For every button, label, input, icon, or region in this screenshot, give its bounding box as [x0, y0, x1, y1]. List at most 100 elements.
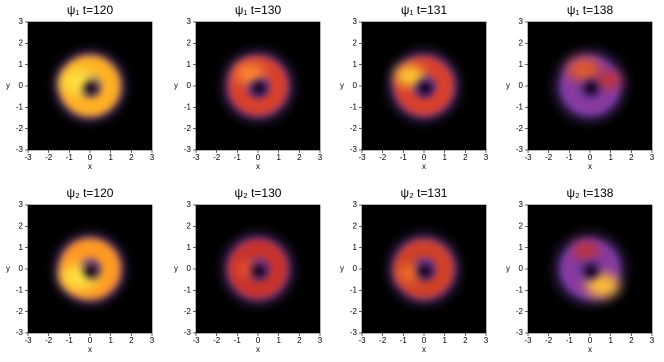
core	[417, 80, 433, 96]
heatmap-image	[196, 22, 320, 150]
y-tick-label: -1	[350, 102, 358, 111]
panel: -3 -2 -1 0 1 2 3 -3 -2 -1 0 1 2 3 x y ψ₂ t=120	[6, 186, 155, 354]
core	[83, 263, 99, 279]
x-tick-label: -2	[45, 153, 53, 162]
y-tick-label: -2	[184, 124, 192, 133]
hot-spot	[585, 273, 619, 298]
panel-title: ψ₂ t=131	[401, 186, 448, 200]
x-tick-label: 0	[88, 336, 93, 345]
x-tick-label: 2	[629, 336, 634, 345]
x-tick-label: 0	[256, 153, 261, 162]
x-tick-label: 3	[318, 336, 323, 345]
y-tick-label: -1	[184, 285, 192, 294]
y-tick-label: -2	[16, 124, 24, 133]
y-axis-label: y	[340, 264, 344, 273]
x-tick-label: 1	[442, 336, 447, 345]
y-tick-label: -3	[350, 145, 358, 154]
core	[583, 80, 599, 96]
x-tick-label: 1	[108, 153, 113, 162]
x-tick-label: 0	[256, 336, 261, 345]
x-tick-label: -1	[234, 153, 242, 162]
x-tick-label: -2	[379, 336, 387, 345]
x-tick-label: -2	[213, 336, 221, 345]
y-tick-label: -3	[516, 328, 524, 337]
panel-title: ψ₂ t=130	[235, 186, 282, 200]
y-axis-label: y	[174, 81, 178, 90]
x-tick-label: -3	[524, 336, 532, 345]
y-tick-label: -1	[16, 102, 24, 111]
x-tick-label: 1	[442, 153, 447, 162]
x-tick-label: 0	[588, 336, 593, 345]
core	[83, 80, 99, 96]
panel: -3 -2 -1 0 1 2 3 -3 -2 -1 0 1 2 3 x y ψ₁ t=130	[174, 3, 323, 171]
x-tick-label: 2	[463, 153, 468, 162]
heatmap-image	[362, 205, 486, 333]
y-tick-label: -1	[350, 285, 358, 294]
y-tick-label: 1	[19, 60, 24, 69]
y-axis-label: y	[340, 81, 344, 90]
panel-title: ψ₁ t=130	[235, 3, 282, 17]
x-tick-label: 1	[276, 153, 281, 162]
y-tick-label: 3	[187, 200, 192, 209]
y-tick-label: -3	[184, 328, 192, 337]
x-tick-label: -3	[358, 336, 366, 345]
x-tick-label: -1	[66, 336, 74, 345]
x-tick-label: 0	[88, 153, 93, 162]
x-tick-label: -3	[358, 153, 366, 162]
y-tick-label: 1	[353, 60, 358, 69]
x-tick-label: 1	[108, 336, 113, 345]
y-tick-label: 0	[187, 81, 192, 90]
x-tick-label: 0	[588, 153, 593, 162]
y-tick-label: 0	[519, 264, 524, 273]
panel: -3 -2 -1 0 1 2 3 -3 -2 -1 0 1 2 3 x y ψ₁ t=120	[6, 3, 155, 171]
y-tick-label: 1	[187, 243, 192, 252]
x-tick-label: -3	[524, 153, 532, 162]
y-axis-label: y	[174, 264, 178, 273]
y-tick-label: 1	[187, 60, 192, 69]
x-tick-label: -2	[45, 336, 53, 345]
panel-title: ψ₁ t=120	[67, 3, 114, 17]
x-axis-label: x	[588, 162, 592, 171]
x-tick-label: -3	[24, 336, 32, 345]
x-tick-label: 3	[318, 153, 323, 162]
y-tick-label: 3	[187, 17, 192, 26]
x-tick-label: 1	[608, 153, 613, 162]
y-tick-label: 2	[19, 221, 24, 230]
x-tick-label: 2	[463, 336, 468, 345]
ring	[394, 56, 454, 116]
y-axis-label: y	[506, 264, 510, 273]
heatmap-image	[28, 22, 152, 150]
y-tick-label: -2	[350, 124, 358, 133]
core	[251, 80, 267, 96]
core	[251, 263, 267, 279]
panel: -3 -2 -1 0 1 2 3 -3 -2 -1 0 1 2 3 x y ψ₂ t=138	[506, 186, 655, 354]
hot-spot	[397, 264, 422, 282]
x-axis-label: x	[256, 345, 260, 354]
y-tick-label: -3	[350, 328, 358, 337]
y-axis-label: y	[6, 81, 10, 90]
x-tick-label: 0	[422, 153, 427, 162]
y-tick-label: 2	[187, 38, 192, 47]
panel: -3 -2 -1 0 1 2 3 -3 -2 -1 0 1 2 3 x y ψ₁ t=131	[340, 3, 489, 171]
x-tick-label: 3	[484, 153, 489, 162]
x-axis-label: x	[88, 345, 92, 354]
x-tick-label: -3	[24, 153, 32, 162]
y-tick-label: -3	[16, 328, 24, 337]
core	[583, 263, 599, 279]
x-tick-label: -2	[213, 153, 221, 162]
y-tick-label: 3	[353, 200, 358, 209]
x-tick-label: 0	[422, 336, 427, 345]
x-axis-label: x	[588, 345, 592, 354]
x-tick-label: 3	[650, 153, 655, 162]
panel-title: ψ₁ t=138	[567, 3, 614, 17]
x-tick-label: -1	[566, 153, 574, 162]
panel: -3 -2 -1 0 1 2 3 -3 -2 -1 0 1 2 3 x y ψ₂ t=130	[174, 186, 323, 354]
x-tick-label: 1	[608, 336, 613, 345]
panel-title: ψ₂ t=120	[67, 186, 114, 200]
x-tick-label: 3	[650, 336, 655, 345]
y-tick-label: 2	[353, 38, 358, 47]
y-tick-label: 0	[19, 81, 24, 90]
y-tick-label: -1	[516, 102, 524, 111]
x-tick-label: -1	[400, 153, 408, 162]
x-tick-label: 2	[297, 153, 302, 162]
